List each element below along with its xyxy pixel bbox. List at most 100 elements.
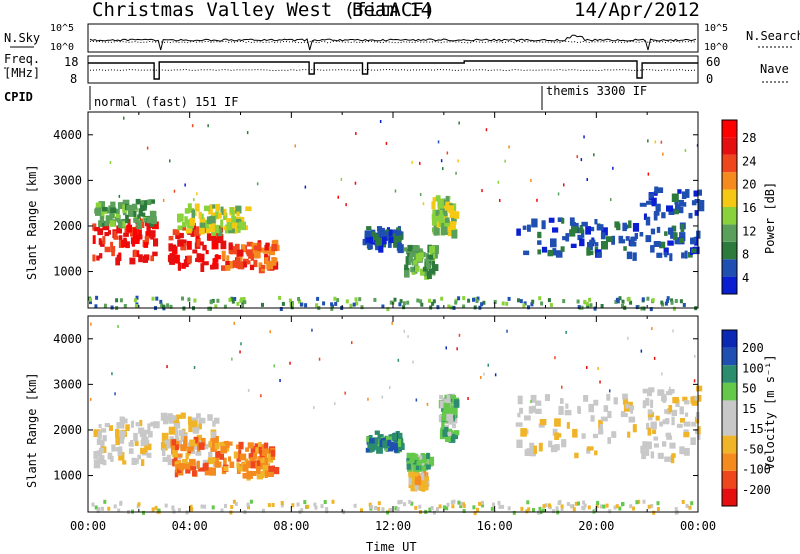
ground-scatter-cell [261, 302, 264, 307]
echo-cell [426, 263, 431, 269]
ground-scatter-cell [234, 501, 238, 506]
speckle-cell [169, 159, 171, 163]
echo-cell [174, 461, 182, 467]
echo-cell [538, 423, 545, 428]
echo-cell [674, 238, 681, 245]
speckle-cell [583, 135, 585, 139]
echo-cell [616, 223, 621, 231]
echo-cell [162, 456, 170, 462]
echo-cell [407, 244, 413, 252]
echo-cell [108, 230, 111, 235]
echo-cell [231, 215, 236, 224]
echo-cell [218, 212, 222, 219]
speckle-cell [111, 372, 113, 376]
echo-cell [450, 405, 457, 411]
ground-scatter-cell [660, 300, 664, 305]
ground-scatter-cell [593, 306, 597, 311]
echo-cell [256, 468, 261, 474]
speckle-cell [351, 341, 353, 345]
ground-scatter-cell [352, 302, 356, 307]
echo-cell [192, 426, 200, 434]
echo-cell [394, 235, 399, 241]
echo-cell [632, 424, 637, 433]
echo-cell [247, 442, 254, 449]
echo-cell [368, 435, 373, 440]
echo-cell [392, 442, 398, 449]
echo-cell [589, 250, 594, 256]
echo-cell [691, 421, 697, 427]
ground-scatter-cell [299, 302, 303, 307]
noise-left-label: N.Sky [4, 31, 40, 45]
ground-scatter-cell [570, 504, 573, 509]
echo-cell [415, 465, 420, 470]
echo-cell [196, 413, 201, 418]
ground-scatter-cell [123, 304, 127, 308]
ground-scatter-cell [280, 501, 284, 505]
power-colorbar: 28 24 20 16 12 8 4 [721, 119, 756, 295]
echo-cell [601, 227, 608, 236]
ground-scatter-cell [530, 302, 534, 307]
echo-cell [613, 397, 618, 405]
echo-cell [544, 394, 550, 401]
ground-scatter-cell [664, 301, 668, 306]
echo-cell [111, 249, 115, 257]
ground-scatter-cell [558, 499, 562, 504]
echo-cell [417, 252, 424, 259]
speckle-cell [684, 149, 687, 152]
speckle-cell [455, 171, 457, 175]
ground-scatter-cell [457, 296, 461, 301]
echo-cell [642, 388, 650, 394]
echo-cell [671, 193, 679, 202]
ground-scatter-cell [291, 503, 295, 508]
echo-cell [657, 452, 664, 459]
echo-cell [410, 266, 417, 273]
ground-scatter-cell [220, 508, 224, 513]
frequency-panel: Freq. [MHz] 18 8 60 0 Nave [4, 52, 790, 86]
echo-cell [571, 222, 576, 227]
speckle-cell [661, 372, 663, 376]
echo-cell [642, 441, 648, 449]
echo-cell [404, 269, 410, 278]
echo-cell [377, 226, 383, 232]
echo-cell [104, 232, 110, 237]
echo-cell [656, 211, 660, 216]
speckle-cell [354, 181, 357, 185]
echo-cell [428, 268, 436, 274]
echo-cell [656, 187, 664, 193]
colorbar-swatch [722, 172, 737, 190]
speckle-cell [193, 366, 196, 369]
echo-cell [262, 464, 266, 470]
echo-cell [399, 443, 405, 450]
echo-cell [215, 435, 219, 445]
echo-cell [529, 442, 535, 452]
echo-cell [611, 235, 615, 245]
ground-scatter-cell [211, 298, 215, 303]
echo-cell [119, 431, 125, 439]
colorbar-tick-label: 20 [742, 178, 756, 192]
echo-cell [572, 428, 578, 438]
echo-cell [520, 428, 527, 437]
echo-cell [566, 422, 570, 429]
ground-scatter-cell [393, 297, 397, 302]
echo-cell [448, 230, 452, 236]
echo-cell [180, 243, 187, 251]
ground-scatter-cell [670, 300, 674, 305]
ground-scatter-cell [187, 297, 191, 302]
echo-cell [664, 231, 668, 236]
ground-scatter-cell [142, 510, 145, 515]
speckle-cell [394, 189, 397, 193]
echo-cell [432, 219, 437, 226]
echo-cell [223, 212, 228, 220]
ground-scatter-cell [430, 506, 434, 510]
echo-cell [690, 396, 695, 404]
ground-scatter-cell [402, 305, 406, 310]
echo-cell [239, 221, 246, 231]
echo-cell [437, 198, 444, 208]
echo-cell [441, 421, 445, 429]
ground-scatter-cell [151, 507, 155, 512]
echo-cell [213, 224, 220, 234]
echo-cell [696, 385, 703, 392]
ground-scatter-cell [241, 304, 245, 309]
ground-scatter-cell [582, 500, 586, 505]
ground-scatter-cell [674, 510, 678, 515]
